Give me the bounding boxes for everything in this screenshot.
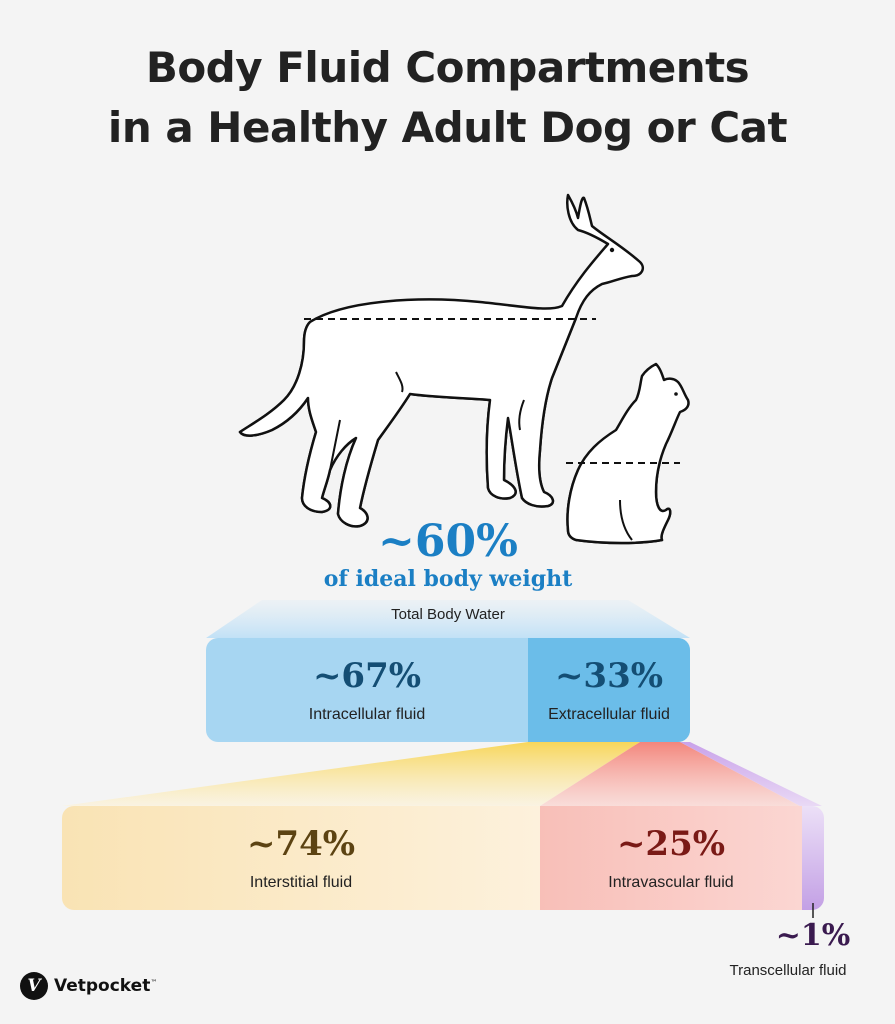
intravascular-percent: ~25% [616, 824, 726, 864]
transcellular-label: Transcellular fluid [729, 962, 847, 979]
connector-top [206, 600, 690, 638]
intravascular-label: Intravascular fluid [608, 874, 734, 891]
connector-interstitial [62, 742, 640, 806]
cat-silhouette-icon [566, 362, 690, 545]
brand-name-text: Vetpocket [54, 976, 151, 996]
total-label: Total Body Water [391, 606, 505, 623]
title-line-1: Body Fluid Compartments [145, 43, 750, 92]
total-subtitle: of ideal body weight [323, 566, 573, 592]
extracellular-percent: ~33% [554, 656, 664, 696]
title-line-2: in a Healthy Adult Dog or Cat [107, 103, 788, 152]
interstitial-label: Interstitial fluid [249, 874, 353, 891]
transcellular-segment [802, 806, 824, 910]
intracellular-label: Intracellular fluid [308, 706, 426, 723]
dog-silhouette-icon [238, 193, 645, 528]
connector-intravascular [540, 742, 800, 806]
vetpocket-logo-icon: V [20, 972, 48, 1000]
interstitial-segment [62, 806, 540, 910]
brand-name: Vetpocket™ [54, 976, 157, 996]
connector-transcellular [680, 742, 822, 806]
extracellular-segment [528, 638, 690, 742]
vetpocket-logo: V Vetpocket™ [20, 972, 157, 1000]
transcellular-percent: ~1% [775, 918, 851, 953]
brand-trademark: ™ [150, 978, 158, 987]
intravascular-segment [540, 806, 802, 910]
interstitial-percent: ~74% [246, 824, 356, 864]
page-title: Body Fluid Compartments in a Healthy Adu… [0, 38, 895, 158]
extracellular-label: Extracellular fluid [548, 706, 670, 723]
intracellular-percent: ~67% [312, 656, 422, 696]
total-percent: ~60% [378, 516, 518, 567]
